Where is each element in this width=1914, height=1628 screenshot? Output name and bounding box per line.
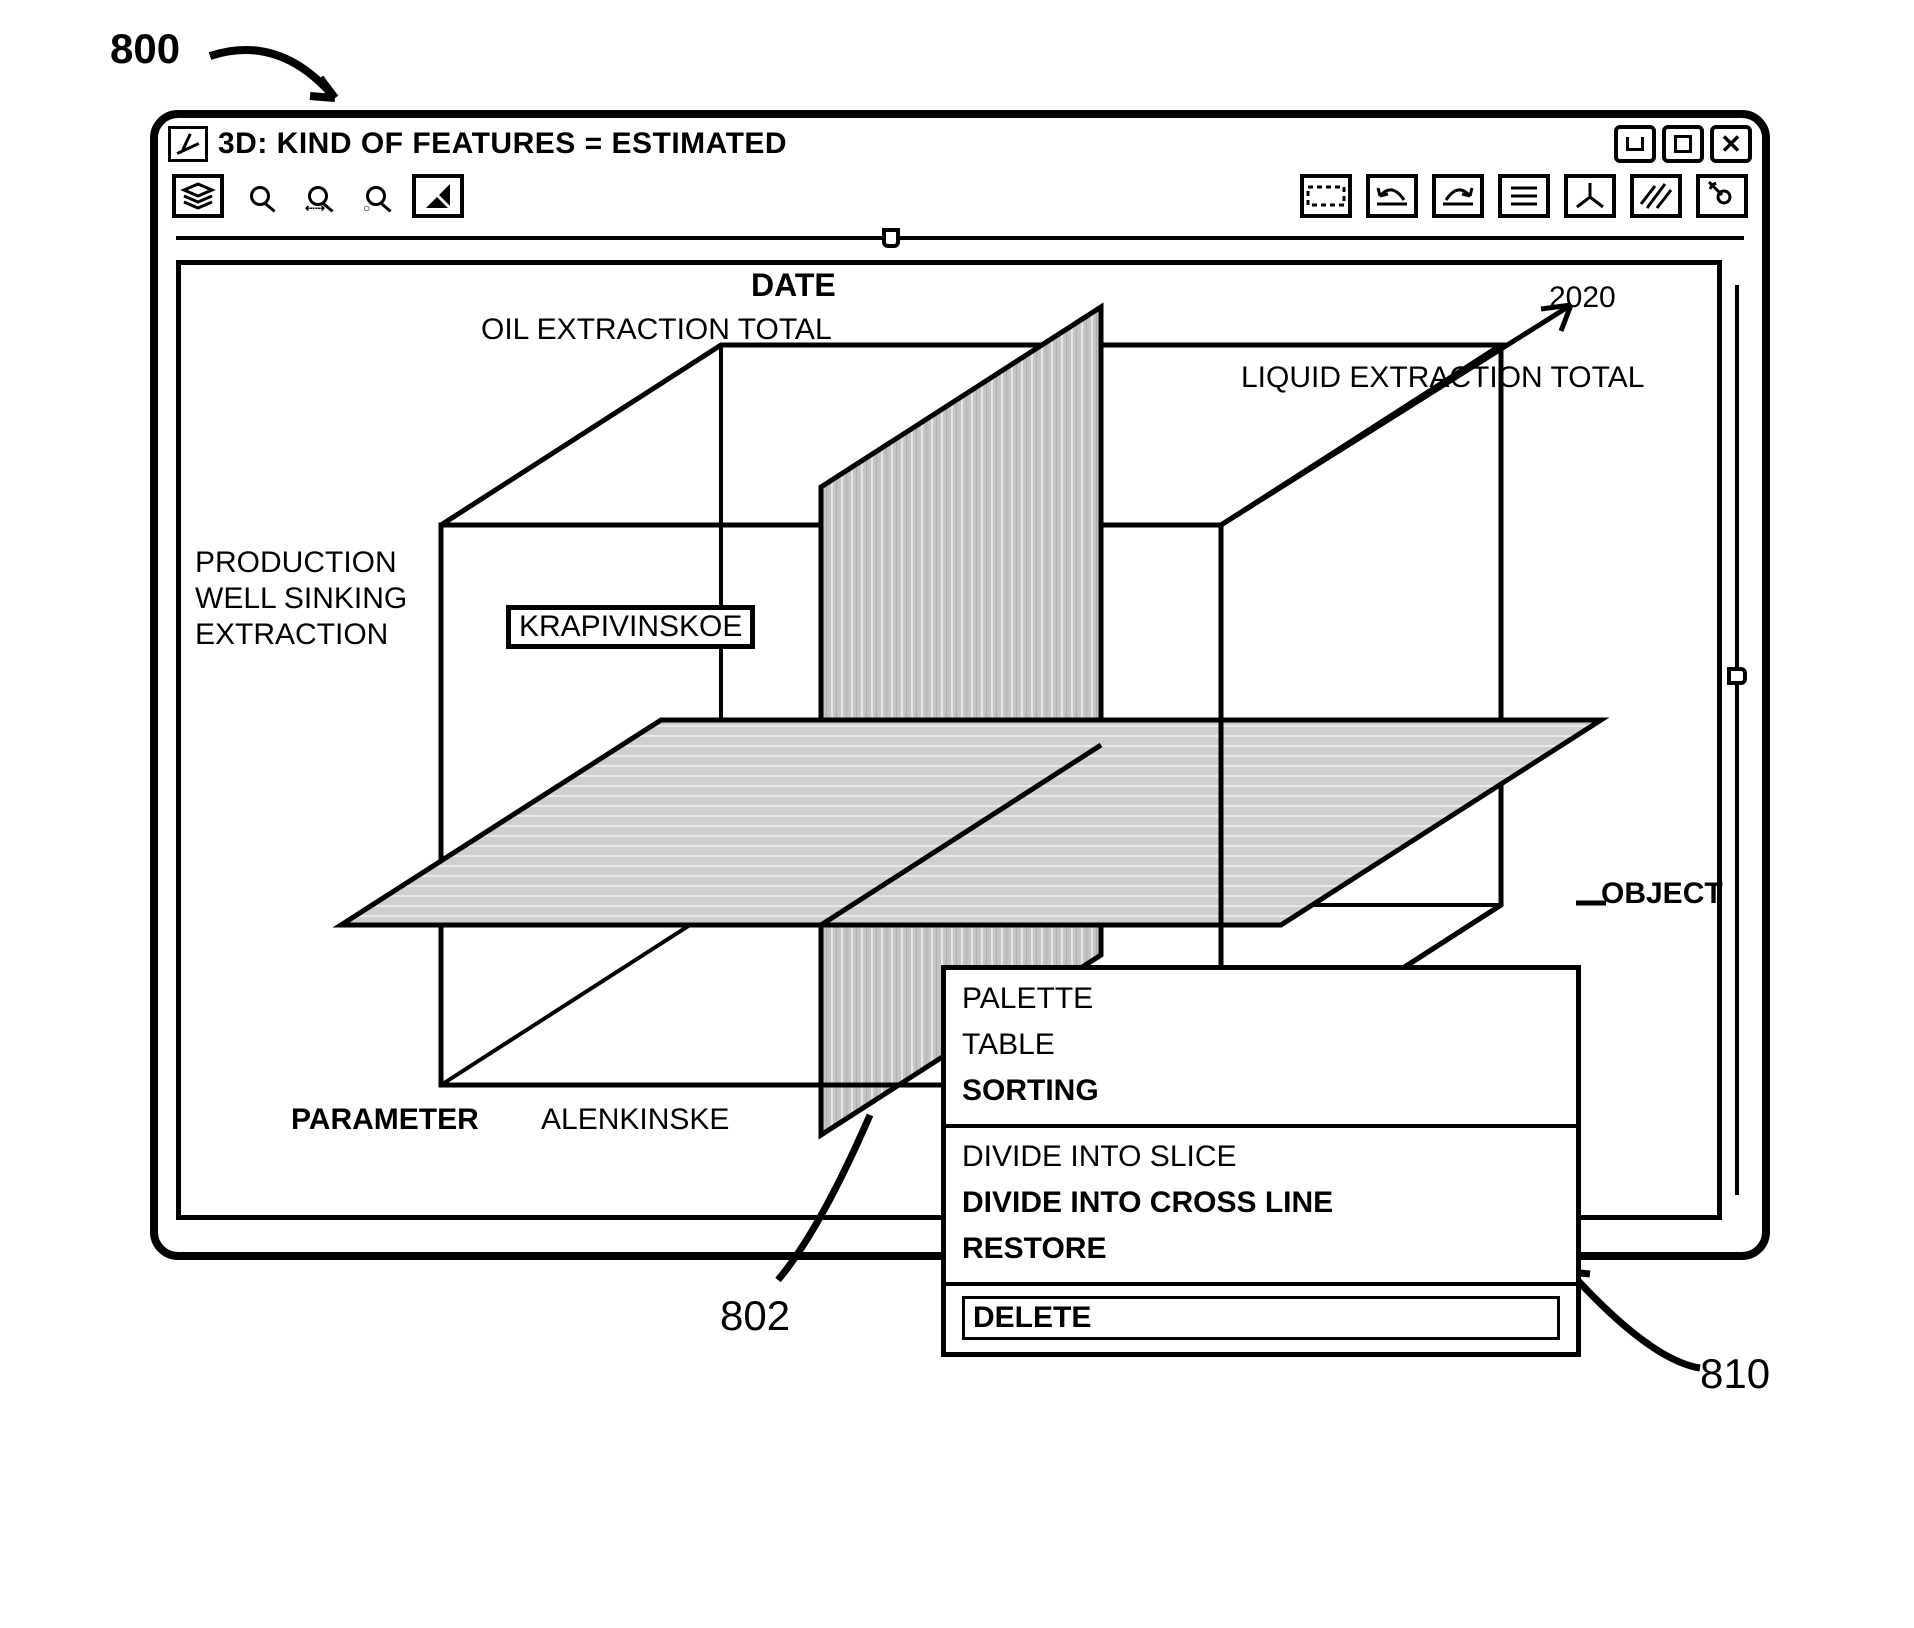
app-window: 3D: KIND OF FEATURES = ESTIMATED ✕ ⇠⇢ ○ [150, 110, 1770, 1260]
horizontal-slider[interactable] [176, 228, 1744, 250]
zoom-prev-button[interactable]: ⇠⇢ [296, 174, 340, 218]
menu-table[interactable]: TABLE [962, 1022, 1560, 1068]
toolbar: ⇠⇢ ○ [158, 168, 1762, 224]
alenkinske-label: ALENKINSKE [541, 1103, 729, 1137]
context-menu-section-3: DELETE [946, 1286, 1576, 1352]
menu-palette[interactable]: PALETTE [962, 976, 1560, 1022]
axis-object-label: OBJECT [1601, 877, 1723, 911]
year-2020-label: 2020 [1549, 281, 1616, 315]
redo-button[interactable] [1432, 174, 1484, 218]
production-well-label: PRODUCTION WELL SINKING EXTRACTION [195, 545, 407, 653]
zoom-user-button[interactable]: ○ [354, 174, 398, 218]
menu-restore[interactable]: RESTORE [962, 1226, 1560, 1272]
axis-date-label: DATE [751, 267, 836, 304]
minimize-button[interactable] [1614, 125, 1656, 163]
liquid-extraction-label: LIQUID EXTRACTION TOTAL [1241, 361, 1644, 395]
object-connector [1576, 893, 1610, 913]
vertical-slider-thumb[interactable] [1727, 667, 1747, 685]
callout-810-leader [1560, 1260, 1720, 1390]
hatch-button[interactable] [1630, 174, 1682, 218]
vertical-slider[interactable] [1727, 285, 1747, 1195]
callout-802-leader [760, 1110, 910, 1310]
invert-button[interactable] [412, 174, 464, 218]
titlebar: 3D: KIND OF FEATURES = ESTIMATED ✕ [158, 118, 1762, 168]
context-menu: PALETTE TABLE SORTING DIVIDE INTO SLICE … [941, 965, 1581, 1357]
window-controls: ✕ [1614, 125, 1752, 163]
menu-divide-slice[interactable]: DIVIDE INTO SLICE [962, 1134, 1560, 1180]
hlines-button[interactable] [1498, 174, 1550, 218]
context-menu-section-1: PALETTE TABLE SORTING [946, 970, 1576, 1124]
menu-divide-cross[interactable]: DIVIDE INTO CROSS LINE [962, 1180, 1560, 1226]
window-title: 3D: KIND OF FEATURES = ESTIMATED [218, 127, 787, 161]
menu-delete[interactable]: DELETE [962, 1296, 1560, 1340]
axes3d-button[interactable] [1564, 174, 1616, 218]
horizontal-slider-thumb[interactable] [882, 228, 900, 248]
layers-button[interactable] [172, 174, 224, 218]
axis-parameter-label: PARAMETER [291, 1103, 479, 1137]
zoom-button[interactable] [238, 174, 282, 218]
undo-button[interactable] [1366, 174, 1418, 218]
oil-extraction-label: OIL EXTRACTION TOTAL [481, 313, 832, 347]
viewport-3d[interactable]: DATE OIL EXTRACTION TOTAL LIQUID EXTRACT… [176, 260, 1722, 1220]
menu-sorting[interactable]: SORTING [962, 1068, 1560, 1114]
figure-ref-810: 810 [1700, 1350, 1770, 1398]
select-rect-button[interactable] [1300, 174, 1352, 218]
close-button[interactable]: ✕ [1710, 125, 1752, 163]
context-menu-section-2: DIVIDE INTO SLICE DIVIDE INTO CROSS LINE… [946, 1128, 1576, 1282]
app-icon [168, 126, 208, 162]
pin-button[interactable] [1696, 174, 1748, 218]
maximize-button[interactable] [1662, 125, 1704, 163]
figure-ref-802: 802 [720, 1292, 790, 1340]
figure-ref-800: 800 [110, 25, 180, 73]
krapivinskoe-label: KRAPIVINSKOE [511, 610, 750, 644]
